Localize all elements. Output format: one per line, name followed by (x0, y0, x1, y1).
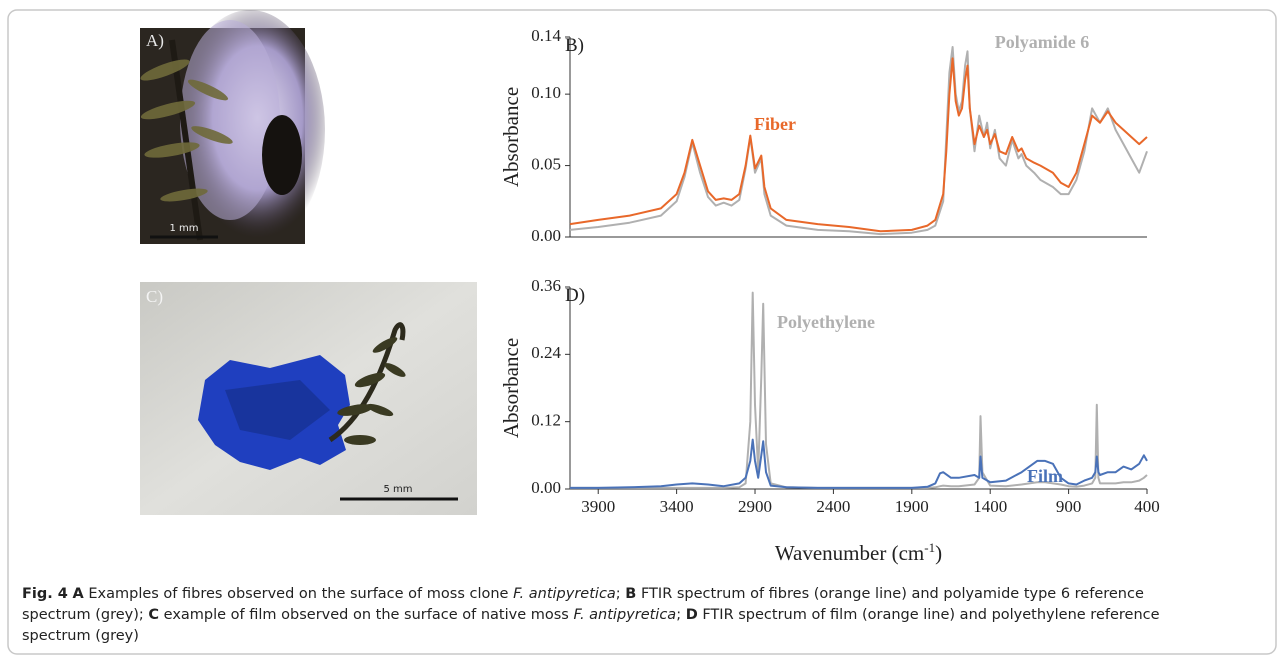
y-tick-label: 0.12 (531, 411, 561, 430)
series-label: Fiber (754, 114, 796, 134)
caption-run: example of film observed on the surface … (159, 607, 573, 623)
y-axis-label: Absorbance (499, 338, 523, 438)
y-tick-label: 0.24 (531, 343, 561, 362)
caption-run: ; (616, 586, 626, 602)
x-axis-label-part: ) (935, 541, 942, 565)
y-tick-label: 0.05 (531, 154, 561, 173)
series-label: Polyamide 6 (995, 32, 1090, 52)
caption-run: Fig. 4 (22, 586, 68, 602)
y-tick-label: 0.14 (531, 26, 561, 45)
spectrum-line (570, 58, 1147, 231)
x-axis-label-part: Wavenumber (cm (775, 541, 924, 565)
scale-label: 5 mm (383, 484, 412, 495)
panel-label: B) (565, 35, 584, 56)
caption-run: F. antipyretica (513, 586, 616, 602)
caption-run: F. antipyretica (573, 607, 676, 623)
caption-run: ; (676, 607, 686, 623)
caption-run: A (73, 586, 84, 602)
caption-run: C (148, 607, 159, 623)
y-tick-label: 0.00 (531, 478, 561, 497)
spectrum-line (570, 47, 1147, 234)
x-tick-label: 2400 (816, 497, 850, 516)
y-tick-label: 0.36 (531, 276, 561, 295)
y-tick-label: 0.00 (531, 226, 561, 245)
x-tick-label: 400 (1134, 497, 1160, 516)
caption-run: Examples of fibres observed on the surfa… (84, 586, 513, 602)
series-label: Film (1027, 466, 1063, 486)
series-label: Polyethylene (777, 312, 875, 332)
x-tick-label: 900 (1056, 497, 1082, 516)
x-tick-label: 2900 (738, 497, 772, 516)
x-tick-label: 3400 (660, 497, 694, 516)
scale-label: 1 mm (169, 223, 198, 234)
panel-label: D) (565, 285, 585, 306)
photo-a: 1 mm A) (139, 10, 325, 250)
x-tick-label: 1900 (895, 497, 929, 516)
y-axis-label: Absorbance (499, 87, 523, 187)
x-tick-label: 1400 (973, 497, 1007, 516)
x-axis-label-part: -1 (924, 540, 935, 555)
panel-label: C) (146, 287, 163, 306)
caption-run: B (625, 586, 636, 602)
x-tick-label: 3900 (581, 497, 615, 516)
figure: 1 mm A) 5 mm C) 0.00 0.05 0.10 0.14 Polyamid… (0, 0, 1284, 663)
caption: Fig. 4 A Examples of fibres observed on … (22, 584, 1182, 647)
x-axis-label: Wavenumber (cm-1) (775, 540, 942, 565)
photo-c: 5 mm C) (140, 282, 477, 515)
page: 1 mm A) 5 mm C) 0.00 0.05 0.10 0.14 Polyamid… (0, 0, 1284, 663)
y-tick-label: 0.10 (531, 83, 561, 102)
caption-run: D (686, 607, 698, 623)
panel-label: A) (146, 31, 164, 50)
